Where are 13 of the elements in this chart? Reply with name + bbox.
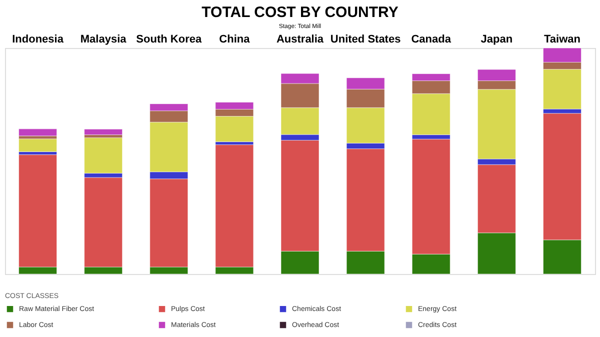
chart-title: TOTAL COST BY COUNTRY bbox=[202, 4, 398, 21]
bar bbox=[18, 138, 57, 152]
x-tick-label: Japan bbox=[480, 34, 513, 46]
bar bbox=[18, 128, 57, 136]
x-tick-label: Canada bbox=[411, 34, 452, 46]
x-tick-label: Indonesia bbox=[12, 34, 64, 46]
x-tick-label: Australia bbox=[276, 34, 324, 46]
x-tick-label: Taiwan bbox=[544, 34, 581, 46]
x-tick-label: South Korea bbox=[136, 34, 202, 46]
x-tick-label: Malaysia bbox=[80, 34, 128, 46]
x-tick-label: China bbox=[219, 34, 251, 46]
bar bbox=[84, 128, 122, 135]
x-tick-label: United States bbox=[330, 34, 401, 46]
